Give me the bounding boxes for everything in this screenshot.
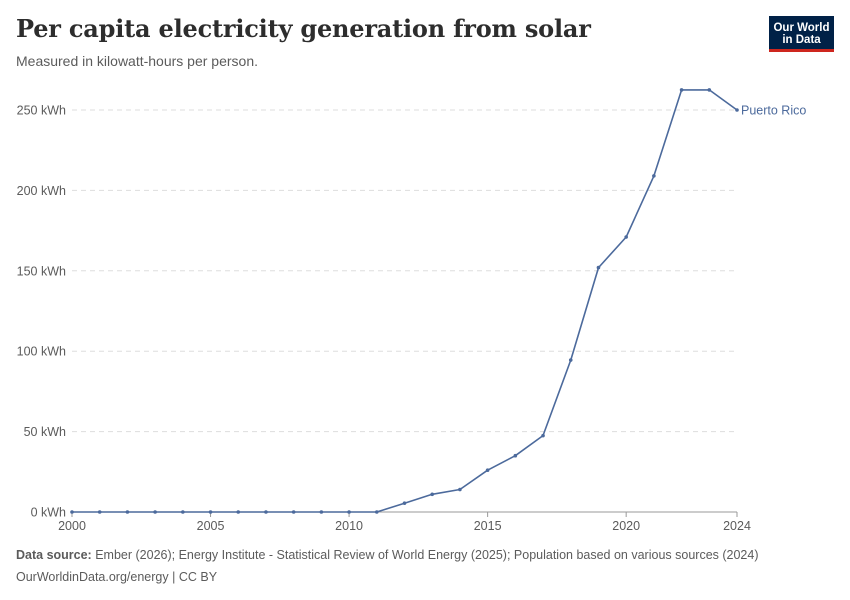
license-link[interactable]: CC BY	[178, 570, 218, 584]
data-point	[347, 510, 351, 514]
y-tick-label: 200 kWh	[17, 184, 66, 198]
y-tick-label: 250 kWh	[17, 104, 66, 118]
data-point	[707, 88, 712, 92]
owid-energy-link[interactable]: OurWorldinData.org/energy	[16, 570, 169, 584]
x-tick-label: 2024	[723, 519, 751, 533]
x-tick-label: 2000	[58, 519, 86, 533]
data-point	[596, 265, 601, 270]
data-point	[125, 510, 130, 514]
data-point	[513, 453, 518, 458]
x-tick-label: 2020	[612, 519, 640, 533]
data-point	[264, 510, 268, 514]
data-point	[541, 433, 545, 438]
data-point	[402, 501, 407, 505]
data-point	[374, 510, 379, 514]
line-chart: 0 kWh 50 kWh 100 kWh 150 kWh 200 kWh 250 kWh 2…	[17, 88, 806, 533]
y-tick-label: 150 kWh	[17, 264, 66, 278]
data-point	[153, 510, 157, 514]
logo-line-2: in Data	[782, 33, 821, 46]
x-tick-label: 2010	[335, 519, 363, 533]
data-point	[236, 510, 241, 514]
data-point	[458, 487, 462, 492]
x-tick-label: 2005	[197, 519, 225, 533]
data-source-label: Data source:	[16, 548, 92, 562]
chart-subtitle: Measured in kilowatt-hours per person.	[16, 53, 259, 69]
data-point	[291, 510, 296, 514]
logo-line-1: Our World	[773, 21, 830, 34]
series-label: Puerto Rico	[741, 104, 806, 118]
data-point	[70, 510, 74, 514]
data-source-text: Ember (2026); Energy Institute - Statist…	[91, 548, 759, 562]
data-point	[679, 88, 684, 92]
x-tick-label: 2015	[474, 519, 502, 533]
data-point	[181, 510, 185, 514]
data-point	[97, 510, 102, 514]
data-point	[485, 468, 490, 472]
data-point	[568, 358, 573, 362]
footer-links: OurWorldinData.org/energy | CC BY	[16, 570, 217, 584]
data-point	[652, 174, 656, 178]
data-point	[208, 510, 213, 514]
data-point	[430, 492, 435, 497]
footer-separator: |	[168, 570, 179, 584]
y-tick-label: 50 kWh	[24, 425, 66, 439]
series-line	[72, 89, 738, 513]
y-tick-label: 100 kWh	[17, 345, 66, 359]
owid-logo[interactable]: Our World in Data	[769, 16, 834, 52]
data-point	[735, 108, 739, 112]
data-source: Data source: Ember (2026); Energy Instit…	[16, 548, 759, 562]
chart-title: Per capita electricity generation from s…	[16, 14, 591, 43]
data-point	[624, 235, 628, 239]
y-tick-label: 0 kWh	[31, 506, 66, 520]
data-point	[319, 510, 324, 514]
